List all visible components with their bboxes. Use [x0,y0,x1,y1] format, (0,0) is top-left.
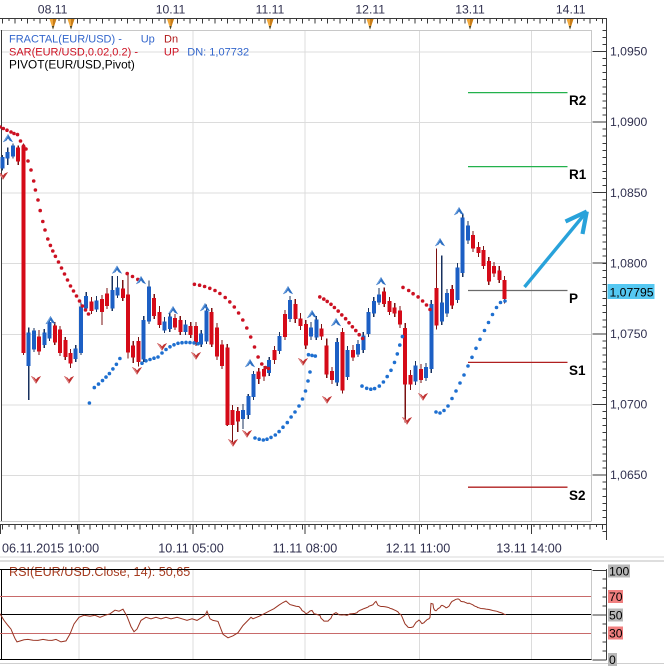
svg-text:SAR(EUR/USD,0.02,0.2) -: SAR(EUR/USD,0.02,0.2) - [9,47,138,59]
svg-text:1,0900: 1,0900 [610,115,647,129]
svg-text:10.11 05:00: 10.11 05:00 [158,542,224,556]
svg-text:1,0800: 1,0800 [610,256,647,270]
svg-text:Up: Up [141,34,155,46]
svg-text:P: P [569,291,578,306]
svg-text:14.11: 14.11 [556,3,586,17]
svg-text:12.11 11:00: 12.11 11:00 [386,542,451,556]
svg-text:Dn: Dn [164,34,178,46]
svg-text:12.11: 12.11 [355,3,385,17]
svg-text:FRACTAL(EUR/USD) -: FRACTAL(EUR/USD) - [9,34,122,46]
svg-text:06.11.2015 10:00: 06.11.2015 10:00 [2,542,99,556]
svg-text:RSI(EUR/USD.Close, 14): 50,65: RSI(EUR/USD.Close, 14): 50,65 [9,565,190,579]
svg-text:10.11: 10.11 [156,3,186,17]
svg-text:30: 30 [609,627,623,641]
svg-text:R2: R2 [569,93,586,108]
svg-text:1,0650: 1,0650 [610,468,647,482]
svg-text:11.11: 11.11 [256,3,285,17]
svg-text:R1: R1 [569,167,587,182]
svg-text:S1: S1 [569,363,586,378]
svg-text:100: 100 [609,565,630,579]
svg-text:1,0700: 1,0700 [610,398,647,412]
svg-text:0: 0 [609,653,616,666]
svg-text:UP: UP [164,47,179,59]
svg-text:DN: 1,07732: DN: 1,07732 [187,47,249,59]
svg-text:11.11 08:00: 11.11 08:00 [273,542,338,556]
svg-text:1,0750: 1,0750 [610,327,647,341]
svg-text:S2: S2 [569,488,586,503]
svg-text:13.11 14:00: 13.11 14:00 [496,542,562,556]
svg-text:13.11: 13.11 [455,3,485,17]
svg-text:08.11: 08.11 [38,3,68,17]
svg-text:1,0850: 1,0850 [610,186,647,200]
svg-text:1,0950: 1,0950 [610,45,647,59]
svg-text:50: 50 [609,609,623,623]
svg-text:1,07795: 1,07795 [610,286,654,300]
svg-text:PIVOT(EUR/USD,Pivot): PIVOT(EUR/USD,Pivot) [9,58,135,72]
svg-text:70: 70 [609,590,623,604]
